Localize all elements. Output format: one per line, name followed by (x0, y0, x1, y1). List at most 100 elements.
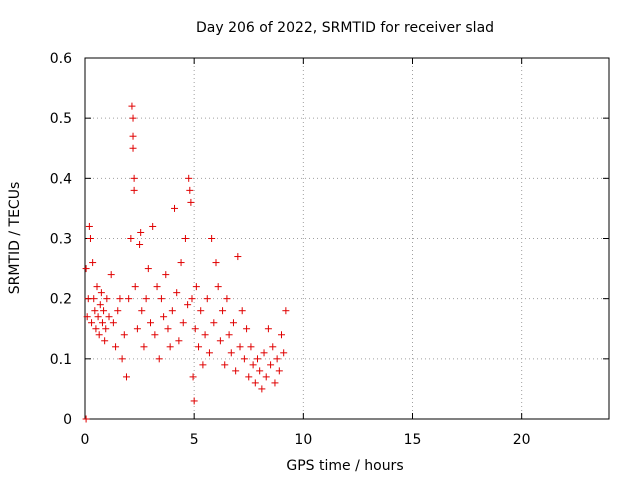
data-point (275, 367, 283, 375)
data-point (190, 397, 198, 405)
data-point (210, 319, 218, 327)
data-point (94, 313, 102, 321)
data-point (130, 174, 138, 182)
data-point (88, 319, 96, 327)
data-point (232, 367, 240, 375)
data-point (166, 343, 174, 351)
data-point (247, 343, 255, 351)
data-point (195, 343, 203, 351)
data-point (164, 325, 172, 333)
data-point (269, 343, 277, 351)
data-point (133, 325, 141, 333)
data-point (114, 307, 122, 315)
data-point (107, 271, 115, 279)
data-point (149, 222, 157, 230)
data-point (173, 289, 181, 297)
data-point (91, 307, 99, 315)
data-point (225, 331, 233, 339)
data-point (140, 343, 148, 351)
y-tick-label: 0.6 (50, 51, 72, 67)
data-point (144, 265, 152, 273)
data-point (264, 325, 272, 333)
data-point (240, 355, 248, 363)
data-point (97, 289, 105, 297)
data-point (177, 259, 185, 267)
data-point (118, 355, 126, 363)
data-point (127, 235, 135, 242)
data-point (109, 319, 117, 327)
data-point (86, 235, 94, 242)
data-point (208, 235, 216, 242)
data-point (267, 361, 275, 369)
data-point (130, 186, 138, 194)
x-tick-labels: 0 5 10 15 20 (81, 432, 531, 448)
data-point (129, 114, 137, 122)
data-point (273, 355, 281, 363)
data-point (192, 283, 200, 291)
data-point (102, 325, 110, 333)
x-tick-label: 10 (294, 432, 312, 448)
data-point (205, 349, 213, 357)
data-point (256, 367, 264, 375)
data-point (168, 307, 176, 315)
data-point (223, 295, 231, 303)
data-point (219, 307, 227, 315)
data-point (129, 144, 137, 152)
data-point (238, 307, 246, 315)
data-point (175, 337, 183, 345)
data-point (120, 331, 128, 339)
data-point (191, 325, 199, 333)
x-tick-label: 5 (190, 432, 199, 448)
data-point (138, 307, 146, 315)
data-point (129, 132, 137, 140)
data-point (171, 204, 179, 212)
data-point (96, 301, 104, 309)
data-point (197, 307, 205, 315)
chart-title: Day 206 of 2022, SRMTID for receiver sla… (196, 20, 494, 36)
x-axis-label: GPS time / hours (286, 458, 403, 474)
data-point (262, 373, 270, 381)
data-point (131, 283, 139, 291)
data-point (236, 343, 244, 351)
data-point (85, 222, 93, 230)
data-point (249, 361, 257, 369)
data-point (103, 295, 111, 303)
data-point (199, 361, 207, 369)
data-point (181, 235, 189, 242)
data-point (89, 259, 97, 267)
data-point (157, 295, 165, 303)
data-point (147, 319, 154, 327)
data-point (82, 415, 90, 423)
data-point (160, 313, 168, 321)
x-tick-label: 20 (513, 432, 531, 448)
data-point (95, 331, 103, 339)
data-point (258, 385, 266, 393)
y-tick-label: 0.4 (50, 171, 72, 187)
data-point (155, 355, 163, 363)
data-point (188, 295, 196, 303)
data-point (101, 337, 109, 345)
grid-lines (85, 58, 609, 419)
data-point (282, 307, 290, 315)
data-point (179, 319, 187, 327)
data-point (271, 379, 279, 387)
y-tick-labels: 0 0.1 0.2 0.3 0.4 0.5 0.6 (50, 51, 72, 428)
data-point (185, 174, 193, 182)
data-point (162, 271, 170, 279)
data-point (212, 259, 220, 267)
data-point (234, 253, 242, 261)
data-point (82, 265, 90, 273)
data-point (278, 331, 285, 339)
axis-ticks (84, 57, 609, 420)
data-point (100, 307, 108, 315)
y-tick-label: 0 (63, 412, 72, 428)
data-point (142, 295, 150, 303)
data-point (243, 325, 251, 333)
data-point (245, 373, 253, 381)
y-tick-label: 0.5 (50, 111, 72, 127)
data-point (189, 373, 197, 381)
data-point (98, 319, 106, 327)
data-point (93, 283, 101, 291)
x-tick-label: 0 (81, 432, 90, 448)
